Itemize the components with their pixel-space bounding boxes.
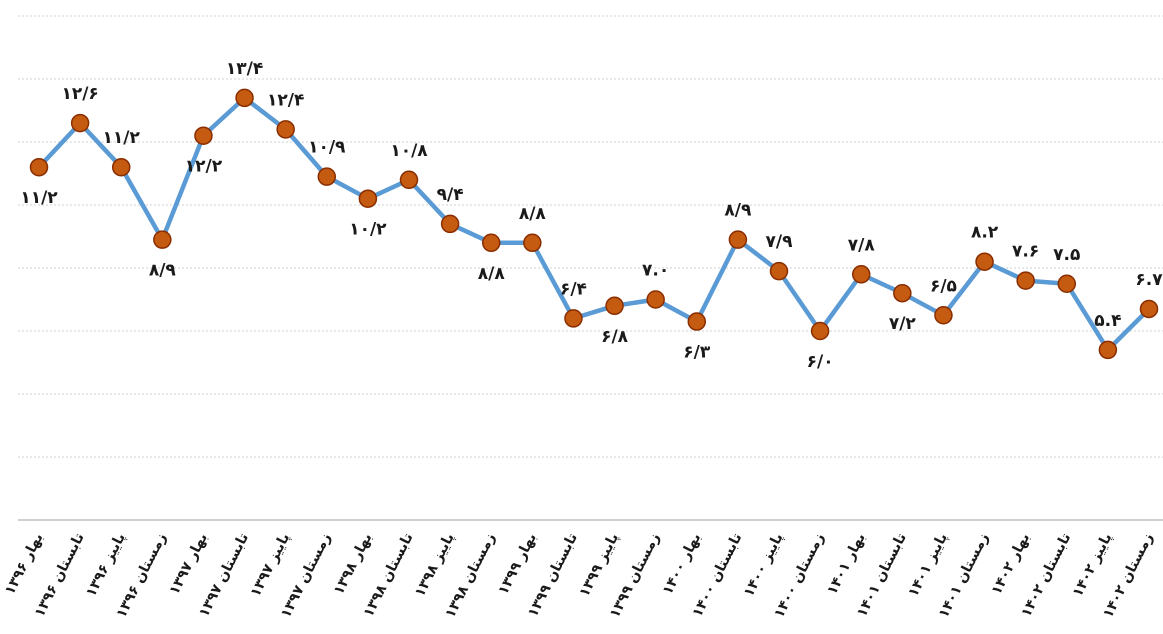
data-point — [975, 252, 994, 271]
data-point — [646, 290, 665, 309]
data-point — [399, 170, 419, 190]
data-point — [276, 120, 295, 139]
data-label: ۸/۹ — [149, 261, 177, 281]
x-tick-label: پاییز ۱۴۰۱ — [905, 531, 951, 600]
data-label: ۷/۹ — [766, 232, 794, 252]
data-label: ۷/۸ — [848, 235, 876, 255]
x-tick-label: بهار ۱۳۹۶ — [2, 531, 47, 598]
x-tick-label: پاییز ۱۳۹۸ — [412, 531, 458, 600]
data-label: ۷.۵ — [1053, 245, 1080, 265]
x-tick-label: بهار ۱۴۰۱ — [824, 531, 869, 598]
data-label: ۱۱/۲ — [103, 128, 141, 148]
x-tick-label: پاییز ۱۳۹۷ — [248, 531, 294, 600]
data-point — [481, 233, 501, 253]
data-label: ۷.۶ — [1012, 242, 1039, 262]
data-point — [605, 296, 624, 316]
data-label: ۱۰/۸ — [390, 141, 428, 161]
data-point — [687, 312, 707, 331]
x-tick-label: بهار ۱۳۹۹ — [495, 531, 540, 598]
data-point — [440, 214, 460, 234]
data-label: ۷.۰ — [642, 261, 669, 281]
data-label: ۶/۸ — [601, 327, 629, 347]
x-tick-label: پاییز ۱۳۹۹ — [576, 531, 622, 600]
data-point — [194, 126, 213, 145]
x-tick-label: پاییز ۱۴۰۰ — [741, 531, 787, 600]
data-point — [564, 309, 583, 328]
data-label: ۸/۸ — [519, 204, 547, 224]
x-tick-label: پاییز ۱۳۹۶ — [83, 531, 129, 600]
data-label: ۷/۲ — [889, 314, 917, 334]
data-label: ۶/۰ — [807, 352, 834, 372]
data-label: ۸/۹ — [724, 201, 752, 221]
data-label: ۹/۴ — [437, 185, 464, 205]
data-point — [1057, 274, 1077, 293]
data-point — [70, 113, 90, 133]
data-point — [769, 261, 789, 281]
data-label: ۵.۴ — [1094, 311, 1121, 331]
data-point — [111, 157, 131, 177]
x-tick-label: بهار ۱۳۹۸ — [331, 531, 376, 598]
data-point — [358, 189, 378, 208]
data-label: ۱۰/۲ — [349, 220, 387, 240]
x-tick-label: بهار ۱۳۹۷ — [166, 531, 211, 598]
data-point — [1098, 340, 1118, 360]
data-point — [810, 321, 830, 341]
data-point — [29, 157, 49, 177]
data-label: ۸/۸ — [478, 264, 506, 284]
data-point — [893, 283, 912, 303]
x-tick-label: پاییز ۱۴۰۲ — [1070, 531, 1116, 600]
data-label: ۶.۷ — [1135, 270, 1163, 290]
data-point — [934, 306, 953, 325]
data-point — [1139, 299, 1159, 319]
data-label: ۶/۴ — [560, 279, 587, 299]
data-label: ۱۳/۴ — [226, 59, 263, 79]
data-point — [1016, 271, 1035, 290]
data-label: ۱۲/۴ — [267, 90, 304, 110]
data-label: ۱۱/۲ — [20, 188, 58, 208]
data-point — [851, 265, 871, 284]
data-label: ۶/۳ — [683, 343, 711, 363]
data-label: ۶/۵ — [930, 276, 957, 296]
data-point — [235, 88, 254, 108]
data-point — [523, 233, 542, 253]
data-label: ۱۲/۲ — [185, 157, 223, 177]
data-point — [728, 230, 748, 249]
x-tick-label: بهار ۱۴۰۰ — [660, 531, 705, 598]
data-line — [37, 95, 1151, 353]
data-point — [317, 167, 337, 186]
data-label: ۱۲/۶ — [61, 84, 98, 104]
data-point — [153, 230, 172, 249]
x-tick-label: بهار ۱۴۰۲ — [989, 531, 1034, 598]
data-label: ۸.۲ — [971, 223, 999, 243]
data-label: ۱۰/۹ — [308, 138, 346, 158]
